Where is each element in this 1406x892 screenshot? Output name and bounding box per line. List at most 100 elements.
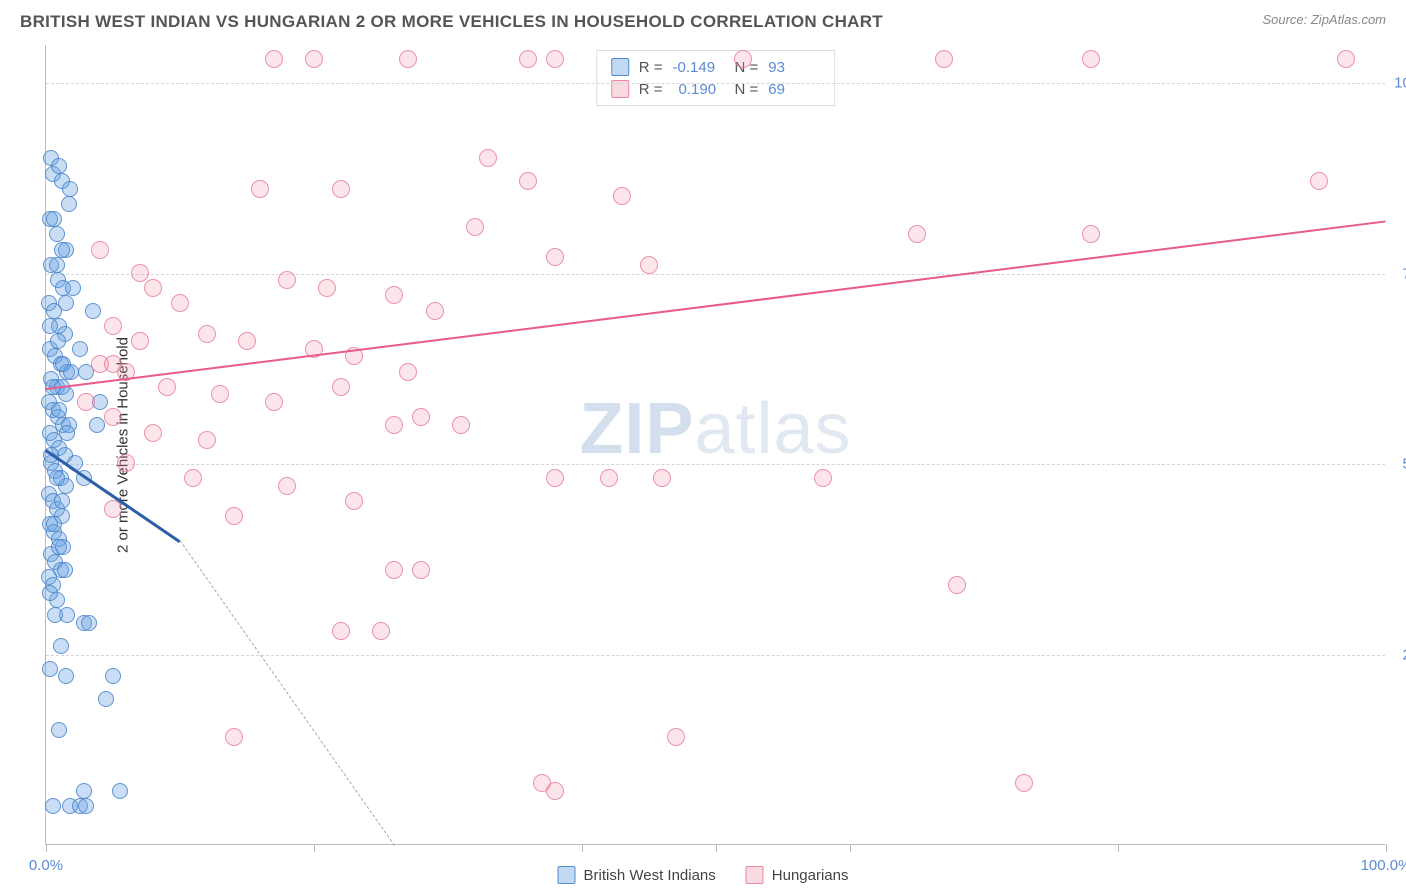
trend-line-blue-dashed bbox=[180, 540, 395, 845]
swatch-blue-icon bbox=[558, 866, 576, 884]
data-point-blue bbox=[85, 303, 101, 319]
data-point-pink bbox=[225, 507, 243, 525]
correlation-row-blue: R = -0.149 N = 93 bbox=[611, 56, 821, 78]
data-point-pink bbox=[225, 728, 243, 746]
data-point-pink bbox=[131, 332, 149, 350]
data-point-pink bbox=[144, 424, 162, 442]
data-point-pink bbox=[372, 622, 390, 640]
correlation-legend: R = -0.149 N = 93 R = 0.190 N = 69 bbox=[596, 50, 836, 106]
data-point-pink bbox=[479, 149, 497, 167]
data-point-blue bbox=[54, 242, 70, 258]
data-point-pink bbox=[653, 469, 671, 487]
gridline bbox=[46, 83, 1385, 84]
data-point-pink bbox=[452, 416, 470, 434]
data-point-blue bbox=[51, 158, 67, 174]
x-tick bbox=[1118, 844, 1119, 852]
data-point-pink bbox=[77, 393, 95, 411]
data-point-pink bbox=[211, 385, 229, 403]
data-point-pink bbox=[426, 302, 444, 320]
legend-item-blue: British West Indians bbox=[558, 866, 716, 884]
data-point-blue bbox=[98, 691, 114, 707]
data-point-pink bbox=[171, 294, 189, 312]
data-point-blue bbox=[61, 196, 77, 212]
data-point-pink bbox=[640, 256, 658, 274]
data-point-pink bbox=[265, 393, 283, 411]
gridline bbox=[46, 274, 1385, 275]
data-point-pink bbox=[385, 416, 403, 434]
scatter-chart: 2 or more Vehicles in Household ZIPatlas… bbox=[45, 45, 1385, 845]
series-legend: British West Indians Hungarians bbox=[558, 866, 849, 884]
watermark: ZIPatlas bbox=[579, 388, 851, 470]
data-point-blue bbox=[58, 668, 74, 684]
data-point-pink bbox=[412, 561, 430, 579]
data-point-blue bbox=[46, 211, 62, 227]
data-point-blue bbox=[59, 425, 75, 441]
data-point-pink bbox=[318, 279, 336, 297]
data-point-pink bbox=[613, 187, 631, 205]
plot-area: ZIPatlas R = -0.149 N = 93 R = 0.190 N =… bbox=[45, 45, 1385, 845]
data-point-pink bbox=[198, 431, 216, 449]
data-point-blue bbox=[42, 585, 58, 601]
data-point-blue bbox=[65, 280, 81, 296]
data-point-pink bbox=[238, 332, 256, 350]
data-point-pink bbox=[399, 50, 417, 68]
data-point-pink bbox=[546, 782, 564, 800]
data-point-blue bbox=[51, 402, 67, 418]
data-point-blue bbox=[49, 470, 65, 486]
data-point-pink bbox=[466, 218, 484, 236]
data-point-blue bbox=[58, 295, 74, 311]
data-point-pink bbox=[908, 225, 926, 243]
x-tick bbox=[716, 844, 717, 852]
data-point-blue bbox=[47, 607, 63, 623]
x-tick bbox=[582, 844, 583, 852]
trend-line-pink bbox=[46, 220, 1386, 390]
data-point-blue bbox=[46, 516, 62, 532]
data-point-pink bbox=[519, 172, 537, 190]
y-tick-label: 25.0% bbox=[1390, 646, 1406, 663]
data-point-blue bbox=[49, 226, 65, 242]
data-point-pink bbox=[546, 248, 564, 266]
data-point-blue bbox=[51, 722, 67, 738]
data-point-pink bbox=[104, 355, 122, 373]
data-point-pink bbox=[305, 50, 323, 68]
data-point-pink bbox=[345, 492, 363, 510]
data-point-pink bbox=[184, 469, 202, 487]
data-point-pink bbox=[158, 378, 176, 396]
data-point-blue bbox=[49, 257, 65, 273]
data-point-pink bbox=[519, 50, 537, 68]
data-point-blue bbox=[53, 638, 69, 654]
data-point-pink bbox=[198, 325, 216, 343]
data-point-blue bbox=[112, 783, 128, 799]
gridline bbox=[46, 655, 1385, 656]
data-point-blue bbox=[50, 333, 66, 349]
data-point-pink bbox=[412, 408, 430, 426]
data-point-pink bbox=[546, 50, 564, 68]
data-point-pink bbox=[1310, 172, 1328, 190]
data-point-pink bbox=[104, 408, 122, 426]
correlation-row-pink: R = 0.190 N = 69 bbox=[611, 78, 821, 100]
data-point-pink bbox=[144, 279, 162, 297]
data-point-pink bbox=[1015, 774, 1033, 792]
data-point-pink bbox=[91, 241, 109, 259]
data-point-pink bbox=[332, 378, 350, 396]
data-point-pink bbox=[385, 561, 403, 579]
legend-label-pink: Hungarians bbox=[772, 867, 849, 884]
legend-label-blue: British West Indians bbox=[584, 867, 716, 884]
data-point-blue bbox=[105, 668, 121, 684]
data-point-blue bbox=[45, 798, 61, 814]
gridline bbox=[46, 464, 1385, 465]
data-point-pink bbox=[814, 469, 832, 487]
swatch-pink-icon bbox=[746, 866, 764, 884]
data-point-pink bbox=[385, 286, 403, 304]
x-tick-label: 0.0% bbox=[29, 857, 63, 874]
x-tick bbox=[1386, 844, 1387, 852]
data-point-blue bbox=[62, 181, 78, 197]
data-point-pink bbox=[278, 477, 296, 495]
data-point-pink bbox=[265, 50, 283, 68]
data-point-blue bbox=[78, 798, 94, 814]
chart-title: BRITISH WEST INDIAN VS HUNGARIAN 2 OR MO… bbox=[20, 12, 883, 32]
data-point-blue bbox=[57, 562, 73, 578]
data-point-blue bbox=[54, 493, 70, 509]
data-point-blue bbox=[72, 341, 88, 357]
data-point-blue bbox=[81, 615, 97, 631]
